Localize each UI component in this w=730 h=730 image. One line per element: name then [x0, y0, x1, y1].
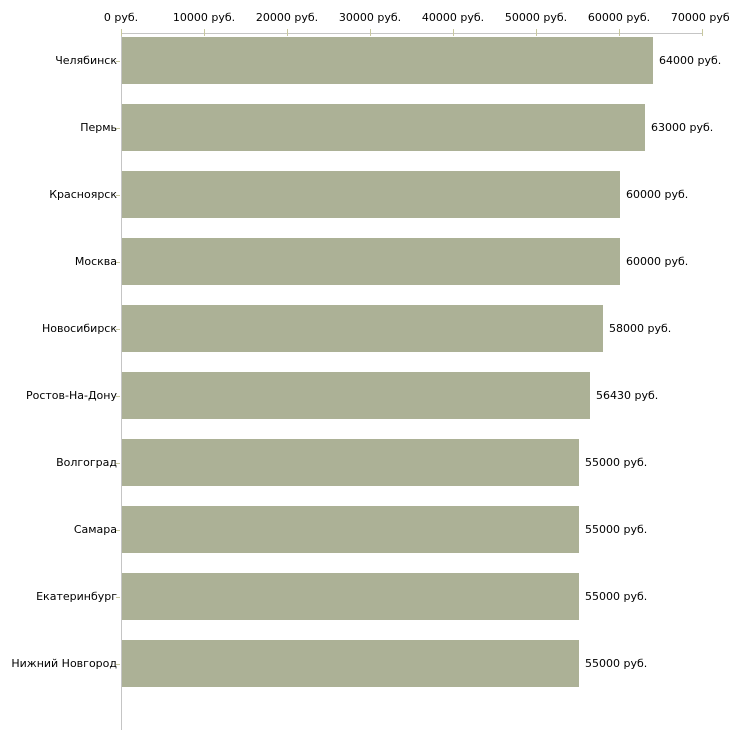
x-axis-tick-mark [702, 29, 703, 36]
value-label: 60000 руб. [626, 187, 689, 201]
x-axis-tick-label: 60000 руб. [587, 11, 651, 24]
bar [122, 305, 603, 352]
bar [122, 506, 579, 553]
category-label: Новосибирск [41, 321, 117, 335]
x-axis-tick-label: 0 руб. [103, 11, 139, 24]
bar [122, 171, 620, 218]
bar [122, 37, 653, 84]
category-tick-mark [116, 195, 120, 196]
category-label: Нижний Новгород [11, 656, 117, 670]
category-label: Ростов-На-Дону [25, 388, 117, 402]
x-axis-tick-mark [619, 29, 620, 36]
bar [122, 238, 620, 285]
bar [122, 104, 645, 151]
x-axis-tick-mark [287, 29, 288, 36]
category-label: Пермь [80, 120, 117, 134]
bar [122, 439, 579, 486]
x-axis-tick-mark [121, 29, 122, 36]
value-label: 55000 руб. [585, 589, 648, 603]
x-axis-line [121, 33, 702, 34]
category-label: Волгоград [56, 455, 117, 469]
value-label: 55000 руб. [585, 455, 648, 469]
category-tick-mark [116, 262, 120, 263]
x-axis-tick-mark [370, 29, 371, 36]
category-label: Красноярск [49, 187, 117, 201]
bar [122, 640, 579, 687]
x-axis-tick-label: 30000 руб. [338, 11, 402, 24]
value-label: 55000 руб. [585, 656, 648, 670]
y-axis-line [121, 33, 122, 730]
category-tick-mark [116, 128, 120, 129]
value-label: 56430 руб. [596, 388, 659, 402]
x-axis-tick-mark [204, 29, 205, 36]
category-tick-mark [116, 597, 120, 598]
category-tick-mark [116, 463, 120, 464]
x-axis-tick-label: 70000 руб. [670, 11, 730, 24]
category-tick-mark [116, 664, 120, 665]
value-label: 55000 руб. [585, 522, 648, 536]
category-tick-mark [116, 396, 120, 397]
x-axis-tick-label: 50000 руб. [504, 11, 568, 24]
category-label: Челябинск [55, 53, 117, 67]
category-tick-mark [116, 329, 120, 330]
category-label: Москва [74, 254, 117, 268]
x-axis-tick-mark [453, 29, 454, 36]
x-axis-tick-mark [536, 29, 537, 36]
x-axis-tick-label: 20000 руб. [255, 11, 319, 24]
category-tick-mark [116, 61, 120, 62]
category-label: Самара [73, 522, 117, 536]
category-tick-mark [116, 530, 120, 531]
value-label: 63000 руб. [651, 120, 714, 134]
x-axis-tick-label: 40000 руб. [421, 11, 485, 24]
bar [122, 573, 579, 620]
value-label: 60000 руб. [626, 254, 689, 268]
category-label: Екатеринбург [36, 589, 117, 603]
value-label: 64000 руб. [659, 53, 722, 67]
value-label: 58000 руб. [609, 321, 672, 335]
bar [122, 372, 590, 419]
x-axis-tick-label: 10000 руб. [172, 11, 236, 24]
